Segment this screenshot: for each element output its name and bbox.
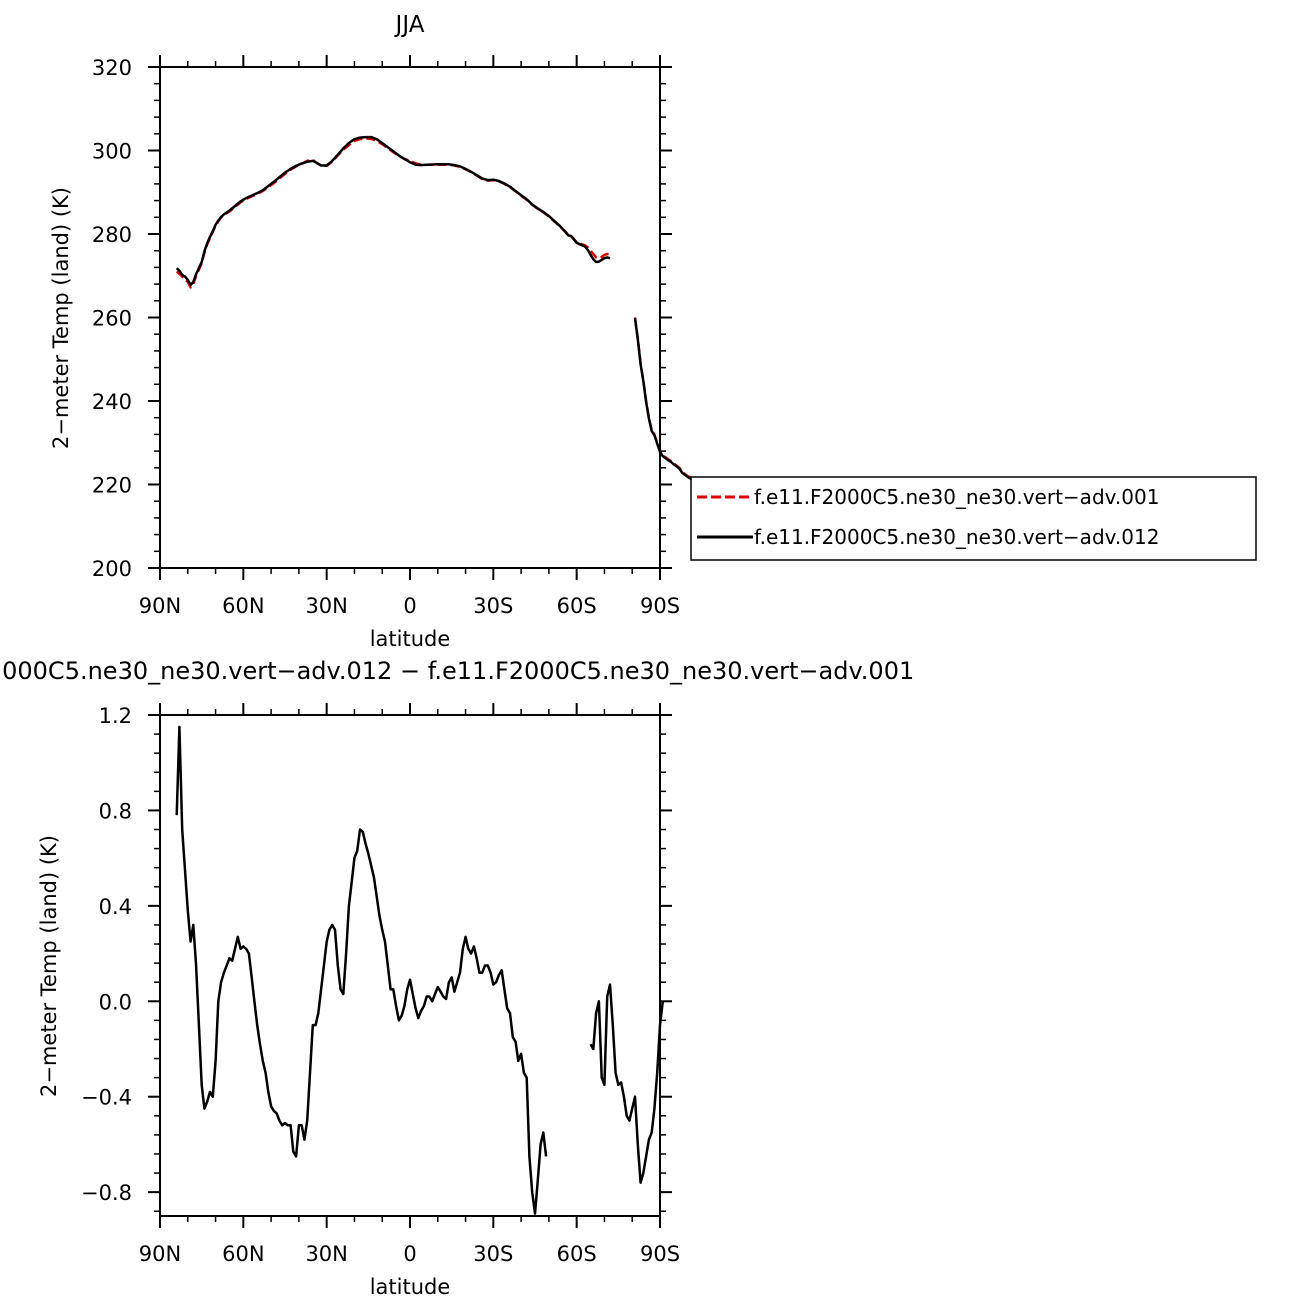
- top-ytick-label: 200: [92, 557, 132, 581]
- top-ytick-label: 260: [92, 307, 132, 331]
- top-xtick-label: 90N: [139, 594, 181, 618]
- bottom-xtick-label: 60N: [222, 1242, 264, 1266]
- bottom-ytick-label: 1.2: [99, 704, 132, 728]
- top-panel: JJA 90N 60N 30N 0 30S 60S 90S 200 220 240 260 280 30…: [49, 12, 712, 651]
- bottom-xaxis-label: latitude: [370, 1275, 451, 1299]
- top-plot-frame: [159, 66, 661, 569]
- top-xtick-label: 90S: [640, 594, 680, 618]
- top-ytick-label: 320: [92, 56, 132, 80]
- top-ticks: 90N 60N 30N 0 30S 60S 90S 200 220 240 260 280 300 320: [92, 55, 680, 618]
- top-ytick-label: 300: [92, 140, 132, 164]
- bottom-xtick-label: 30N: [305, 1242, 347, 1266]
- top-ytick-label: 280: [92, 223, 132, 247]
- top-xaxis-label: latitude: [370, 627, 451, 651]
- bottom-ticks: 90N 60N 30N 0 30S 60S 90S −0.8 −0.4 0.0 0.4 0.8 1.2: [81, 703, 680, 1266]
- top-xtick-label: 60S: [557, 594, 597, 618]
- bottom-plot-frame: [159, 714, 661, 1217]
- legend-label-012: f.e11.F2000C5.ne30_ne30.vert−adv.012: [754, 525, 1159, 549]
- legend-box: [690, 476, 1257, 561]
- bottom-series-group: [175, 725, 665, 1215]
- top-ytick-label: 240: [92, 390, 132, 414]
- bottom-xtick-label: 90N: [139, 1242, 181, 1266]
- top-chart-title: JJA: [394, 12, 425, 38]
- bottom-chart-title: f.e11.F2000C5.ne30_ne30.vert−adv.012 − f…: [0, 657, 914, 685]
- bottom-series-0-segment-0: [175, 725, 548, 1215]
- bottom-xtick-label: 60S: [557, 1242, 597, 1266]
- bottom-ytick-label: 0.0: [99, 990, 132, 1014]
- bottom-ytick-label: −0.4: [81, 1086, 132, 1110]
- legend: f.e11.F2000C5.ne30_ne30.vert−adv.001 f.e…: [690, 476, 1257, 561]
- legend-label-001: f.e11.F2000C5.ne30_ne30.vert−adv.001: [754, 485, 1159, 509]
- bottom-xtick-label: 30S: [473, 1242, 513, 1266]
- top-xtick-label: 0: [403, 594, 416, 618]
- bottom-panel: f.e11.F2000C5.ne30_ne30.vert−adv.012 − f…: [0, 657, 914, 1299]
- bottom-ytick-label: −0.8: [81, 1181, 132, 1205]
- top-yaxis-label: 2−meter Temp (land) (K): [49, 187, 73, 449]
- top-xtick-label: 30S: [473, 594, 513, 618]
- bottom-ytick-label: 0.8: [99, 799, 132, 823]
- top-ytick-label: 220: [92, 474, 132, 498]
- bottom-xtick-label: 90S: [640, 1242, 680, 1266]
- bottom-yaxis-label: 2−meter Temp (land) (K): [37, 835, 61, 1097]
- bottom-ytick-label: 0.4: [99, 895, 132, 919]
- top-xtick-label: 30N: [305, 594, 347, 618]
- top-series-group: [175, 135, 712, 507]
- bottom-series-0-segment-1: [589, 983, 665, 1184]
- bottom-xtick-label: 0: [403, 1242, 416, 1266]
- top-series-1-segment-0: [175, 135, 611, 287]
- top-xtick-label: 60N: [222, 594, 264, 618]
